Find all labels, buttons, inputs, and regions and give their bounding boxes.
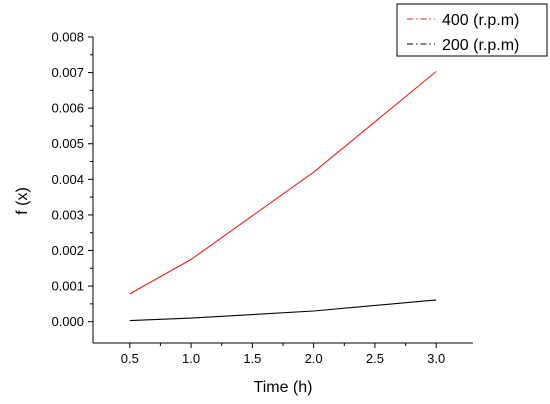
- y-tick-label: 0.004: [51, 172, 84, 187]
- y-tick-label: 0.008: [51, 30, 84, 45]
- legend-box: [396, 3, 548, 57]
- x-tick-label: 1.0: [182, 351, 200, 366]
- y-tick-label: 0.001: [51, 279, 84, 294]
- series-line-1: [129, 299, 437, 322]
- series-lines: [129, 71, 437, 322]
- y-tick-label: 0.005: [51, 136, 84, 151]
- x-tick-label: 2.5: [366, 351, 384, 366]
- x-axis-label: Time (h): [254, 379, 313, 396]
- y-tick-label: 0.007: [51, 65, 84, 80]
- axes: [92, 37, 473, 344]
- tick-marks: [88, 36, 437, 348]
- legend-label-1: 200 (r.p.m): [442, 37, 519, 54]
- y-tick-label: 0.000: [51, 314, 84, 329]
- y-tick-label: 0.003: [51, 207, 84, 222]
- x-tick-label: 2.0: [305, 351, 323, 366]
- y-tick-label: 0.006: [51, 101, 84, 116]
- series-line-0: [129, 71, 437, 295]
- tick-labels: 0.000 0.001 0.002 0.003 0.004 0.005 0.006 0.007…: [51, 30, 445, 367]
- y-axis-label: f (x): [14, 187, 31, 215]
- legend-label-0: 400 (r.p.m): [442, 12, 519, 29]
- x-tick-label: 1.5: [243, 351, 261, 366]
- x-tick-label: 0.5: [121, 351, 139, 366]
- x-tick-label: 3.0: [427, 351, 445, 366]
- legend: 400 (r.p.m) 200 (r.p.m): [396, 3, 548, 57]
- y-tick-label: 0.002: [51, 243, 84, 258]
